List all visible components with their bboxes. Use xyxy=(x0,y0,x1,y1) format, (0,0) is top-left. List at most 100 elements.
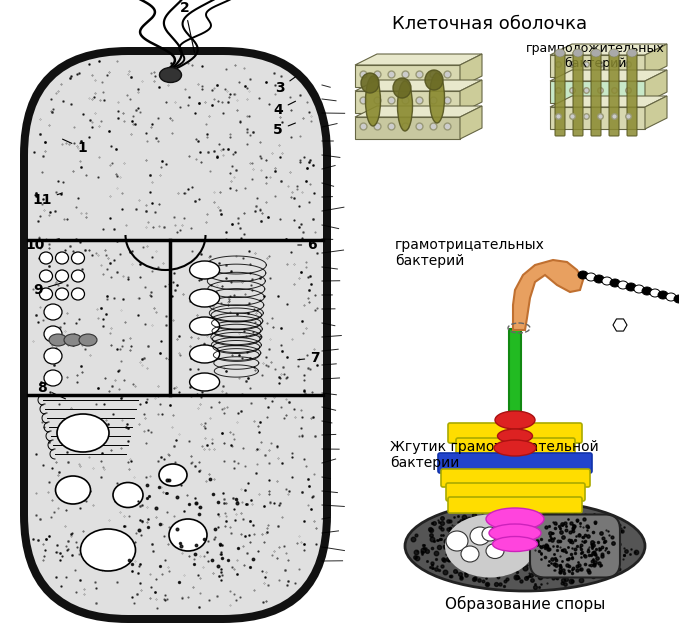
Ellipse shape xyxy=(609,49,619,57)
Text: 11: 11 xyxy=(32,193,62,207)
Ellipse shape xyxy=(627,49,637,57)
Ellipse shape xyxy=(489,524,541,542)
Ellipse shape xyxy=(626,283,636,291)
Ellipse shape xyxy=(445,514,535,578)
Text: Образование споры: Образование споры xyxy=(445,596,605,612)
Ellipse shape xyxy=(160,68,181,82)
Ellipse shape xyxy=(482,527,498,541)
Polygon shape xyxy=(550,81,645,103)
Ellipse shape xyxy=(492,537,538,551)
Ellipse shape xyxy=(189,261,219,279)
Text: 3: 3 xyxy=(275,77,296,95)
Ellipse shape xyxy=(189,345,219,363)
Ellipse shape xyxy=(495,411,535,429)
Text: 2: 2 xyxy=(180,1,194,52)
Ellipse shape xyxy=(71,270,84,282)
Ellipse shape xyxy=(602,277,612,285)
Ellipse shape xyxy=(573,49,583,57)
Text: 9: 9 xyxy=(33,283,62,297)
Ellipse shape xyxy=(610,279,620,287)
Text: 5: 5 xyxy=(273,123,295,137)
Polygon shape xyxy=(355,91,460,113)
Text: Жгутик грамотрицательной
бактерии: Жгутик грамотрицательной бактерии xyxy=(390,440,599,470)
Ellipse shape xyxy=(634,285,644,293)
Ellipse shape xyxy=(498,429,532,443)
Ellipse shape xyxy=(397,81,413,131)
Polygon shape xyxy=(355,106,482,117)
FancyBboxPatch shape xyxy=(448,423,582,443)
FancyBboxPatch shape xyxy=(509,329,521,451)
Polygon shape xyxy=(645,44,667,77)
Polygon shape xyxy=(355,80,482,91)
Ellipse shape xyxy=(56,270,69,282)
Ellipse shape xyxy=(486,508,544,530)
Ellipse shape xyxy=(64,334,82,346)
Ellipse shape xyxy=(618,281,628,289)
Ellipse shape xyxy=(56,288,69,300)
Ellipse shape xyxy=(650,289,660,297)
Polygon shape xyxy=(355,54,482,65)
Polygon shape xyxy=(460,80,482,113)
Polygon shape xyxy=(460,54,482,87)
Ellipse shape xyxy=(405,501,645,591)
Polygon shape xyxy=(550,70,667,81)
Polygon shape xyxy=(645,96,667,129)
Text: 1: 1 xyxy=(62,139,87,155)
FancyBboxPatch shape xyxy=(591,52,601,136)
Text: 4: 4 xyxy=(273,101,295,117)
Text: 8: 8 xyxy=(37,381,65,399)
FancyBboxPatch shape xyxy=(627,52,637,136)
Polygon shape xyxy=(513,260,583,330)
FancyBboxPatch shape xyxy=(446,483,585,501)
Text: 7: 7 xyxy=(298,351,320,365)
Ellipse shape xyxy=(44,304,62,320)
FancyBboxPatch shape xyxy=(448,497,582,513)
FancyBboxPatch shape xyxy=(441,469,590,487)
Ellipse shape xyxy=(461,546,479,562)
Ellipse shape xyxy=(486,544,504,558)
Polygon shape xyxy=(550,96,667,107)
Ellipse shape xyxy=(44,370,62,386)
FancyBboxPatch shape xyxy=(28,55,323,615)
Ellipse shape xyxy=(71,288,84,300)
FancyBboxPatch shape xyxy=(555,52,565,136)
Polygon shape xyxy=(355,65,460,87)
Ellipse shape xyxy=(56,476,90,504)
Ellipse shape xyxy=(189,373,219,391)
Ellipse shape xyxy=(642,287,652,295)
FancyBboxPatch shape xyxy=(609,52,619,136)
Ellipse shape xyxy=(39,288,52,300)
Ellipse shape xyxy=(594,275,604,283)
Ellipse shape xyxy=(666,293,676,301)
Text: грамположительных
бактерий: грамположительных бактерий xyxy=(526,42,664,70)
Ellipse shape xyxy=(189,317,219,335)
Ellipse shape xyxy=(674,295,679,303)
Ellipse shape xyxy=(189,289,219,307)
Ellipse shape xyxy=(555,49,565,57)
Ellipse shape xyxy=(591,49,601,57)
FancyBboxPatch shape xyxy=(456,438,575,456)
FancyBboxPatch shape xyxy=(530,514,620,578)
FancyBboxPatch shape xyxy=(20,47,331,623)
Polygon shape xyxy=(550,55,645,77)
Ellipse shape xyxy=(169,519,207,551)
Ellipse shape xyxy=(393,78,411,98)
Ellipse shape xyxy=(494,440,536,456)
Text: Клеточная оболочка: Клеточная оболочка xyxy=(392,15,587,33)
Ellipse shape xyxy=(71,252,84,264)
Polygon shape xyxy=(550,107,645,129)
Ellipse shape xyxy=(56,252,69,264)
Ellipse shape xyxy=(430,73,445,123)
Polygon shape xyxy=(460,106,482,139)
Ellipse shape xyxy=(578,271,588,279)
Ellipse shape xyxy=(586,273,596,281)
Text: грамотрицательных
бактерий: грамотрицательных бактерий xyxy=(395,238,545,268)
Ellipse shape xyxy=(79,334,97,346)
Ellipse shape xyxy=(39,252,52,264)
Polygon shape xyxy=(355,117,460,139)
Ellipse shape xyxy=(44,348,62,364)
Ellipse shape xyxy=(81,529,136,571)
Ellipse shape xyxy=(44,326,62,342)
Ellipse shape xyxy=(159,464,187,486)
Ellipse shape xyxy=(365,76,380,126)
